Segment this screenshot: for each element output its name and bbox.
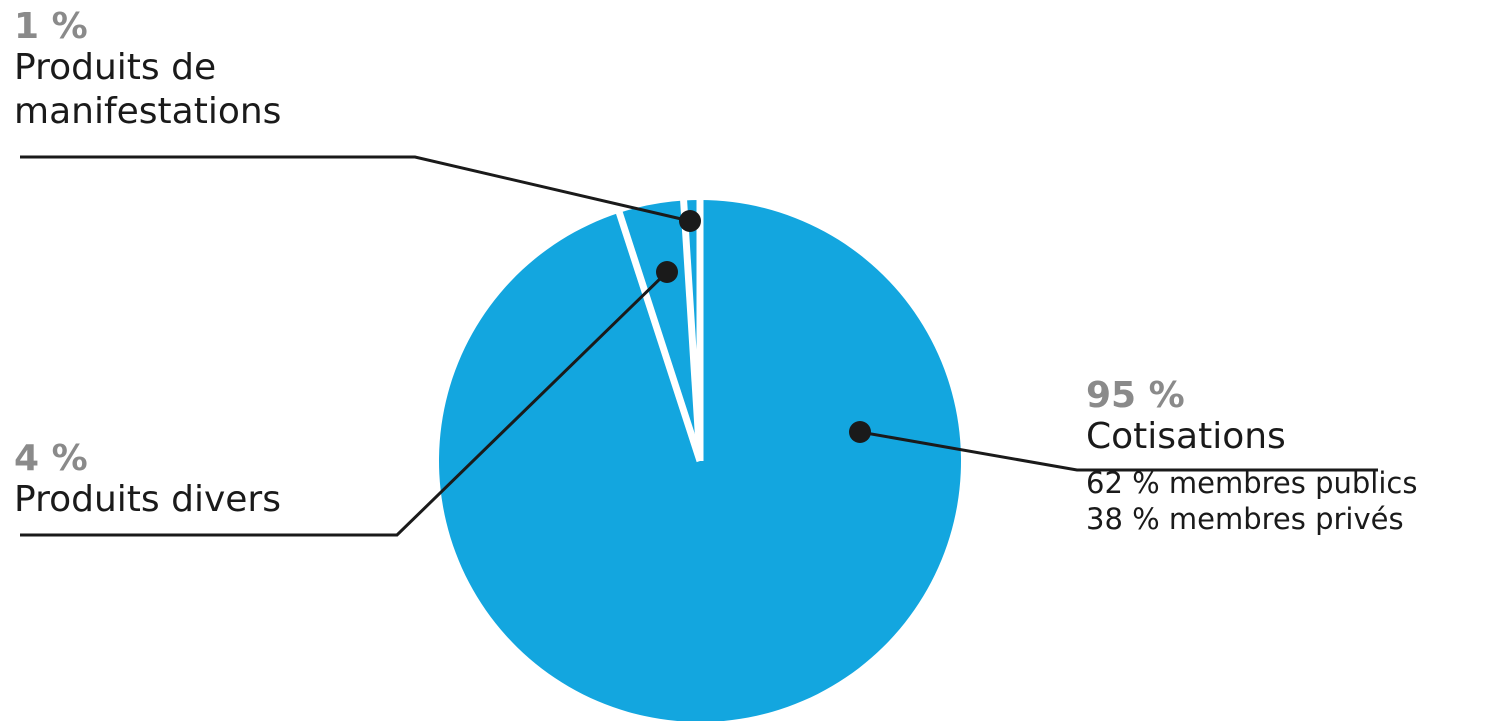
label-cotisations: 95 % Cotisations 62 % membres publics 38… (1086, 377, 1486, 537)
leader-line-manifestations (20, 155, 691, 223)
name-line1-produits-de-manifestations: Produits de (14, 47, 217, 88)
leader-dot-manifestations (679, 210, 701, 232)
detail-membres-prives: 38 % membres privés (1086, 502, 1404, 536)
label-produits-de-manifestations: 1 % Produits de manifestations (14, 8, 374, 134)
detail-membres-publics: 62 % membres publics (1086, 466, 1418, 500)
slice-separator (679, 198, 704, 462)
leader-dot-cotisations (849, 421, 871, 443)
leader-line-cotisations (859, 430, 1378, 472)
name-cotisations: Cotisations (1086, 416, 1286, 457)
pct-produits-divers: 4 % (14, 438, 88, 479)
pie-slices (439, 198, 961, 721)
leader-line-divers (20, 270, 669, 537)
leader-dot-divers (656, 261, 678, 283)
slice-separator (615, 209, 704, 463)
pct-produits-de-manifestations: 1 % (14, 6, 88, 47)
pie-slice-cotisations (439, 200, 961, 721)
name-line2-produits-de-manifestations: manifestations (14, 91, 282, 132)
label-produits-divers: 4 % Produits divers (14, 440, 374, 522)
leader-lines (20, 155, 1378, 537)
pct-cotisations: 95 % (1086, 375, 1185, 416)
name-produits-divers: Produits divers (14, 479, 281, 520)
